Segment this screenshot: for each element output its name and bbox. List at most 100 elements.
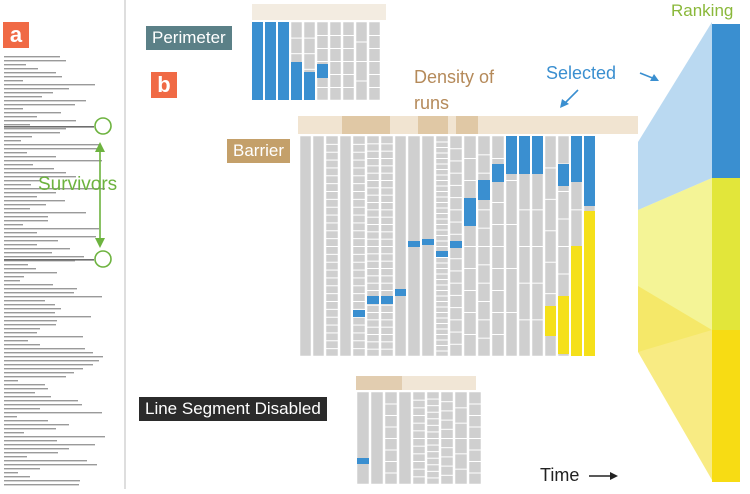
cell-divider [413,430,425,432]
cell-divider [291,37,302,39]
cell-divider [545,261,556,263]
cell-divider [353,316,365,318]
cell-divider [506,312,517,313]
cell-divider [317,87,328,88]
run-line [4,396,51,398]
density-peak [356,376,402,390]
cell-divider [381,326,393,328]
cell-divider [353,206,365,208]
run-line [4,392,35,394]
cell-divider [343,61,354,62]
survivor-run-line [4,259,94,261]
cell-divider [436,141,448,143]
selected-arrow-down-icon [563,89,579,105]
run-line [4,436,105,438]
highlight-cell [278,22,289,100]
run-line [4,224,23,226]
cell-divider [427,457,439,459]
run-line [4,356,103,358]
run-line [4,232,37,234]
cell-divider [353,143,365,145]
cell-divider [436,152,448,154]
density-peak [418,116,432,134]
highlight-cell [436,251,448,257]
run-line [4,220,48,222]
cell-divider [353,293,365,295]
cell-divider [367,231,379,233]
cell-divider [381,304,393,306]
cell-divider [304,53,315,55]
cell-divider [436,290,448,291]
highlight-cell [367,296,379,304]
run-line [4,56,60,58]
cell-divider [326,222,338,224]
cell-divider [492,312,504,313]
run-line [4,360,99,362]
run-line [4,428,56,430]
run-line [4,212,86,214]
highlight-cell [291,62,302,100]
run-line [4,236,96,238]
run-line [4,60,66,62]
cell-divider [413,445,425,447]
cell-divider [367,348,379,350]
cell-divider [436,191,448,192]
cell-divider [478,209,490,211]
cell-divider [413,476,425,478]
run-line [4,472,18,474]
cell-divider [381,158,393,159]
cell-divider [441,438,453,439]
cell-divider [464,180,476,181]
cell-divider [478,154,490,156]
cell-divider [436,284,448,286]
run-line [4,440,57,442]
cell-divider [545,198,556,200]
cell-divider [353,301,365,302]
cell-divider [413,461,425,462]
run-line [4,304,55,306]
cell-divider [353,222,365,224]
cell-divider [381,290,393,291]
cell-divider [450,233,462,235]
cell-divider [326,198,338,200]
cell-divider [450,197,462,199]
cell-divider [558,218,569,220]
run-line [4,156,56,158]
cell-divider [381,209,393,211]
cell-divider [356,61,367,62]
cell-divider [413,422,425,424]
highlight-cell [304,72,315,100]
highlight-cell [252,22,263,100]
highlight-cell [353,310,365,317]
cell-divider [469,472,481,474]
cell-divider [343,35,354,36]
run-line [4,300,45,302]
cell-divider [455,438,467,439]
run-line [4,196,37,198]
run-line [4,76,62,78]
cell-divider [436,174,448,176]
cell-divider [381,260,393,262]
panel-a [4,0,126,489]
cell-divider [367,216,379,218]
run-line [4,88,69,90]
cell-divider [317,35,328,36]
cell-divider [385,449,397,451]
cell-divider [367,238,379,240]
run-line [4,248,70,250]
matrix-column [398,391,412,485]
run-line [4,408,40,410]
cell-divider [381,319,393,321]
cell-divider [436,169,448,170]
cell-divider [492,246,504,247]
run-line [4,132,60,134]
run-line [4,100,86,102]
run-line [4,216,48,218]
cell-divider [367,275,379,277]
cell-divider [436,213,448,214]
cell-divider [469,449,481,451]
run-line [4,288,77,290]
cell-divider [427,424,439,426]
highlight-cell [464,198,476,226]
line-segment-disabled-tag: Line Segment Disabled [139,397,327,421]
